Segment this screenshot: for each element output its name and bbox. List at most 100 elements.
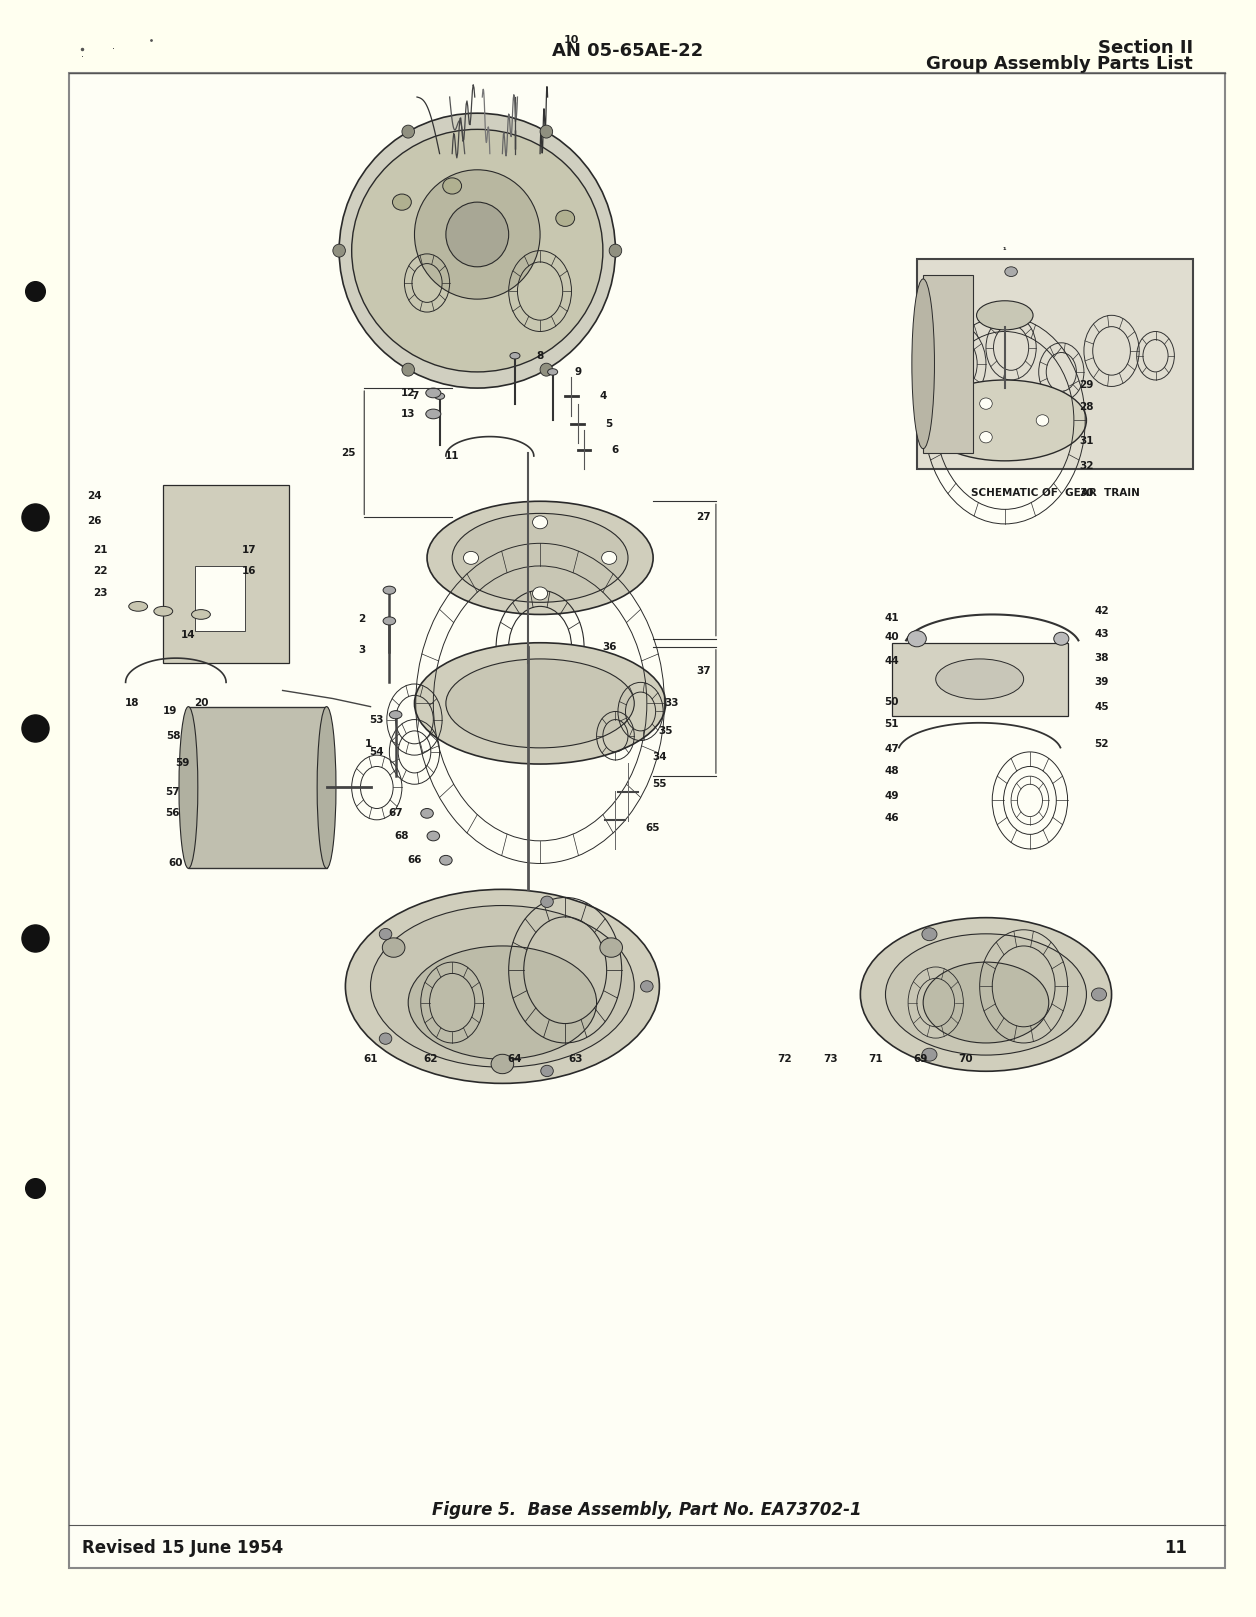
Ellipse shape <box>980 432 992 443</box>
Text: AN 05-65AE-22: AN 05-65AE-22 <box>553 42 703 60</box>
Ellipse shape <box>980 398 992 409</box>
Text: 53: 53 <box>369 715 384 724</box>
Text: 73: 73 <box>823 1054 838 1064</box>
Text: 12: 12 <box>401 388 416 398</box>
Text: 23: 23 <box>93 589 108 598</box>
Text: 43: 43 <box>1094 629 1109 639</box>
Text: 28: 28 <box>1079 403 1094 412</box>
Ellipse shape <box>1005 267 1017 277</box>
Ellipse shape <box>1036 416 1049 427</box>
Text: 33: 33 <box>664 699 679 708</box>
Ellipse shape <box>463 551 479 564</box>
Text: 54: 54 <box>369 747 384 757</box>
Ellipse shape <box>128 602 147 611</box>
Bar <box>188 707 327 868</box>
Ellipse shape <box>435 393 445 399</box>
Text: 1: 1 <box>364 739 372 749</box>
Text: 55: 55 <box>652 779 667 789</box>
Bar <box>163 485 289 663</box>
Text: 25: 25 <box>340 448 355 458</box>
Text: 72: 72 <box>777 1054 793 1064</box>
Bar <box>195 566 245 631</box>
Ellipse shape <box>860 918 1112 1072</box>
Text: 60: 60 <box>168 859 183 868</box>
Text: 71: 71 <box>868 1054 883 1064</box>
Text: 32: 32 <box>1079 461 1094 471</box>
Text: 67: 67 <box>388 808 403 818</box>
Text: 36: 36 <box>602 642 617 652</box>
Text: 48: 48 <box>884 766 899 776</box>
Text: 35: 35 <box>658 726 673 736</box>
Point <box>25 1176 45 1201</box>
Text: 45: 45 <box>1094 702 1109 711</box>
Text: 40: 40 <box>884 632 899 642</box>
Ellipse shape <box>383 587 396 595</box>
Ellipse shape <box>402 364 414 377</box>
Text: 2: 2 <box>358 614 365 624</box>
FancyBboxPatch shape <box>69 73 1225 1568</box>
Ellipse shape <box>907 631 926 647</box>
Ellipse shape <box>533 587 548 600</box>
Ellipse shape <box>339 113 615 388</box>
Ellipse shape <box>541 1066 554 1077</box>
Text: 11: 11 <box>1164 1539 1187 1557</box>
Ellipse shape <box>442 178 461 194</box>
Ellipse shape <box>379 1033 392 1045</box>
Text: 14: 14 <box>181 631 196 640</box>
Text: SCHEMATIC OF  GEAR  TRAIN: SCHEMATIC OF GEAR TRAIN <box>971 488 1139 498</box>
Ellipse shape <box>426 388 441 398</box>
Ellipse shape <box>383 618 396 626</box>
Ellipse shape <box>446 202 509 267</box>
Text: 68: 68 <box>394 831 409 841</box>
Ellipse shape <box>602 551 617 564</box>
Text: 49: 49 <box>884 791 899 800</box>
Text: 20: 20 <box>193 699 208 708</box>
Ellipse shape <box>923 962 1049 1043</box>
Ellipse shape <box>371 906 634 1067</box>
Ellipse shape <box>548 369 558 375</box>
Ellipse shape <box>178 707 197 868</box>
Text: 22: 22 <box>93 566 108 576</box>
Point <box>25 278 45 304</box>
Text: 11: 11 <box>445 451 460 461</box>
Text: 39: 39 <box>1094 678 1109 687</box>
Text: 17: 17 <box>241 545 256 555</box>
Text: 18: 18 <box>124 699 139 708</box>
Ellipse shape <box>555 210 574 226</box>
Ellipse shape <box>345 889 659 1083</box>
Ellipse shape <box>153 606 172 616</box>
Ellipse shape <box>352 129 603 372</box>
Ellipse shape <box>427 501 653 614</box>
Text: 6: 6 <box>612 445 619 454</box>
Text: 42: 42 <box>1094 606 1109 616</box>
Text: 5: 5 <box>605 419 613 429</box>
Text: 46: 46 <box>884 813 899 823</box>
Text: 64: 64 <box>507 1054 522 1064</box>
Text: 37: 37 <box>696 666 711 676</box>
Ellipse shape <box>440 855 452 865</box>
Ellipse shape <box>379 928 392 939</box>
Text: 52: 52 <box>1094 739 1109 749</box>
Ellipse shape <box>977 301 1032 330</box>
Text: 9: 9 <box>574 367 582 377</box>
Text: 47: 47 <box>884 744 899 754</box>
Ellipse shape <box>427 831 440 841</box>
Ellipse shape <box>540 364 553 377</box>
Ellipse shape <box>936 660 1024 700</box>
Text: Figure 5.  Base Assembly, Part No. EA73702-1: Figure 5. Base Assembly, Part No. EA7370… <box>432 1501 862 1518</box>
Ellipse shape <box>491 1054 514 1074</box>
Ellipse shape <box>402 125 414 137</box>
Text: 59: 59 <box>175 758 190 768</box>
Bar <box>917 259 1193 469</box>
Ellipse shape <box>446 660 634 749</box>
Text: 58: 58 <box>166 731 181 741</box>
Point <box>25 505 45 530</box>
Text: 50: 50 <box>884 697 899 707</box>
Ellipse shape <box>191 610 210 619</box>
Text: 56: 56 <box>165 808 180 818</box>
Text: 26: 26 <box>87 516 102 526</box>
Text: 38: 38 <box>1094 653 1109 663</box>
Text: 70: 70 <box>958 1054 973 1064</box>
Text: 27: 27 <box>696 513 711 522</box>
Ellipse shape <box>609 244 622 257</box>
